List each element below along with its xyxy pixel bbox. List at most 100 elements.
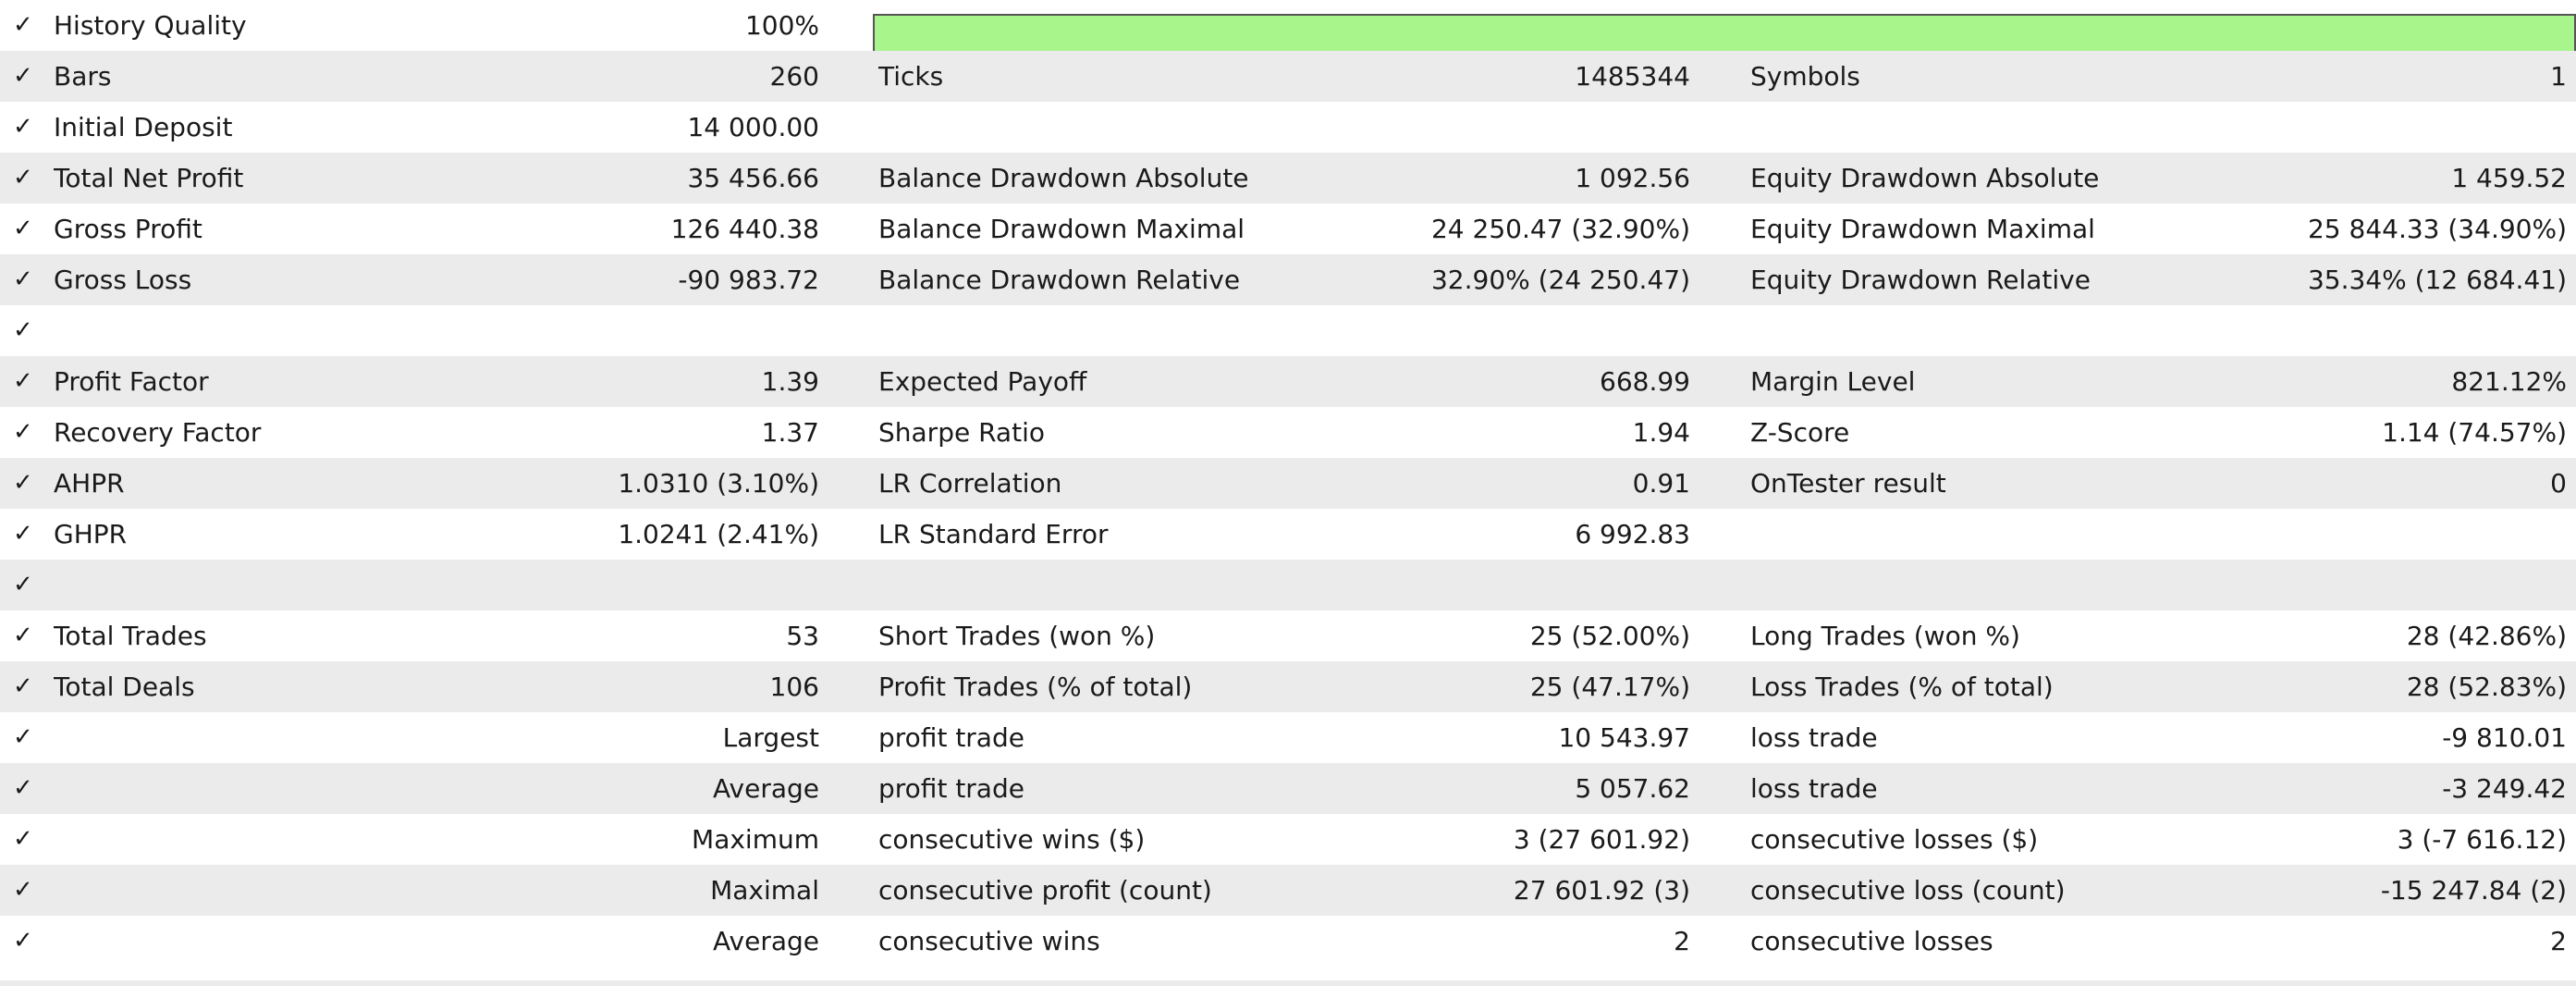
label-col2: Short Trades (won %) [878,621,1156,651]
label-col2: Balance Drawdown Maximal [878,214,1245,244]
value-col2: 25 (52.00%) [1529,621,1690,651]
report-row[interactable]: ✓ AHPR 1.0310 (3.10%) LR Correlation 0.91 OnT… [0,458,2576,509]
checkmark-icon[interactable]: ✓ [13,215,33,242]
report-row[interactable]: ✓ Gross Loss -90 983.72 Balance Drawdown Re… [0,254,2576,305]
checkmark-icon[interactable]: ✓ [13,825,33,853]
checkmark-icon[interactable]: ✓ [13,571,33,598]
report-row[interactable]: ✓ Bars 260 Ticks 1485344 Symbols 1 [0,51,2576,102]
value-col3: 2 [2550,926,2567,956]
value-col3 [2127,102,2567,153]
checkmark-icon[interactable]: ✓ [13,927,33,955]
report-row[interactable]: ✓ Gross Profit 126 440.38 Balance Drawdown … [0,203,2576,254]
label-col2: LR Correlation [878,468,1062,499]
report-row[interactable]: ✓ Total Net Profit 35 456.66 Balance Drawdo… [0,153,2576,203]
value-col3: 25 844.33 (34.90%) [2307,214,2567,244]
value-col2: 25 (47.17%) [1529,672,1690,702]
label-col2 [878,560,1359,610]
report-row[interactable]: ✓ Initial Deposit 14 000.00 [0,102,2576,153]
report-row[interactable]: ✓ [0,560,2576,610]
label-col3: Loss Trades (% of total) [1750,672,2054,702]
value-col2: 2 [1674,926,1690,956]
value-col3: 1.14 (74.57%) [2382,417,2567,448]
label-col1: Total Deals [54,672,195,702]
checkmark-icon[interactable]: ✓ [13,11,33,39]
value-col1: 14 000.00 [687,112,819,142]
checkmark-icon[interactable]: ✓ [13,62,33,90]
value-col3: 35.34% (12 684.41) [2307,265,2567,295]
label-col2 [878,102,1359,153]
report-row[interactable]: ✓ Maximum consecutive wins ($) 3 (27 601.92… [0,814,2576,865]
report-row[interactable]: ✓ [0,305,2576,356]
label-col1: Initial Deposit [54,112,233,142]
value-col1: Average [713,926,819,956]
label-col1 [54,865,516,916]
value-col3: 1 459.52 [2451,163,2567,193]
value-col1: 1.0241 (2.41%) [618,519,819,549]
value-col1: Average [713,773,819,804]
value-col3 [2127,305,2567,356]
checkmark-icon[interactable]: ✓ [13,316,33,344]
checkmark-icon[interactable]: ✓ [13,672,33,700]
label-col2: consecutive wins [878,926,1100,956]
value-col3: 3 (-7 616.12) [2397,824,2567,855]
label-col2: Sharpe Ratio [878,417,1045,448]
checkmark-icon[interactable]: ✓ [13,469,33,497]
value-col1: 106 [769,672,819,702]
value-col2 [1294,102,1690,153]
report-row[interactable]: ✓ Average consecutive wins 2 consecutive los… [0,916,2576,967]
history-quality-value: 100% [744,10,819,41]
checkmark-icon[interactable]: ✓ [13,520,33,548]
checkmark-icon[interactable]: ✓ [13,265,33,293]
report-row[interactable]: ✓ Total Deals 106 Profit Trades (% of total… [0,661,2576,712]
label-col3: loss trade [1750,722,1878,753]
value-col3 [2127,560,2567,610]
label-col2: profit trade [878,722,1024,753]
value-col2: 5 057.62 [1575,773,1690,804]
checkmark-icon[interactable]: ✓ [13,774,33,802]
value-col3: 821.12% [2451,366,2567,397]
checkmark-icon[interactable]: ✓ [13,164,33,191]
checkmark-icon[interactable]: ✓ [13,876,33,904]
value-col2: 668.99 [1600,366,1690,397]
report-row[interactable]: ✓ Average profit trade 5 057.62 loss trade -3… [0,763,2576,814]
checkmark-icon[interactable]: ✓ [13,622,33,649]
value-col3: -3 249.42 [2442,773,2567,804]
value-col3 [2127,509,2567,560]
label-col3: Margin Level [1750,366,1916,397]
label-col1 [54,763,516,814]
report-row[interactable]: ✓ Largest profit trade 10 543.97 loss trade -… [0,712,2576,763]
label-col1: Total Net Profit [54,163,244,193]
history-quality-label: History Quality [54,10,247,41]
label-col1: GHPR [54,519,128,549]
label-col1: Profit Factor [54,366,209,397]
label-col3: Symbols [1750,61,1860,92]
checkmark-icon[interactable]: ✓ [13,723,33,751]
report-row[interactable]: ✓ Total Trades 53 Short Trades (won %) 25 (5… [0,610,2576,661]
checkmark-icon[interactable]: ✓ [13,367,33,395]
value-col1: -90 983.72 [678,265,819,295]
report-row[interactable]: ✓ Recovery Factor 1.37 Sharpe Ratio 1.94 Z-Sc… [0,407,2576,458]
value-col2: 24 250.47 (32.90%) [1430,214,1690,244]
label-col2: consecutive wins ($) [878,824,1146,855]
value-col3: -9 810.01 [2442,722,2567,753]
label-col1: Gross Loss [54,265,192,295]
value-col1: Largest [722,722,819,753]
checkmark-icon[interactable]: ✓ [13,113,33,141]
value-col1: 126 440.38 [670,214,819,244]
report-row[interactable]: ✓ Maximal consecutive profit (count) 27 601… [0,865,2576,916]
history-quality-row[interactable]: ✓ History Quality 100% [0,0,2576,58]
label-col2: LR Standard Error [878,519,1109,549]
value-col2: 6 992.83 [1575,519,1690,549]
value-col2: 1 092.56 [1575,163,1690,193]
label-col1: Gross Profit [54,214,202,244]
label-col1 [54,712,516,763]
report-row[interactable]: ✓ GHPR 1.0241 (2.41%) LR Standard Error 6 99… [0,509,2576,560]
value-col3: 0 [2550,468,2567,499]
label-col3: consecutive losses ($) [1750,824,2039,855]
report-row[interactable]: ✓ Profit Factor 1.39 Expected Payoff 668.99 M… [0,356,2576,407]
label-col3: consecutive losses [1750,926,1993,956]
label-col3: Equity Drawdown Relative [1750,265,2091,295]
label-col2: Balance Drawdown Absolute [878,163,1249,193]
label-col3: Equity Drawdown Maximal [1750,214,2095,244]
checkmark-icon[interactable]: ✓ [13,418,33,446]
